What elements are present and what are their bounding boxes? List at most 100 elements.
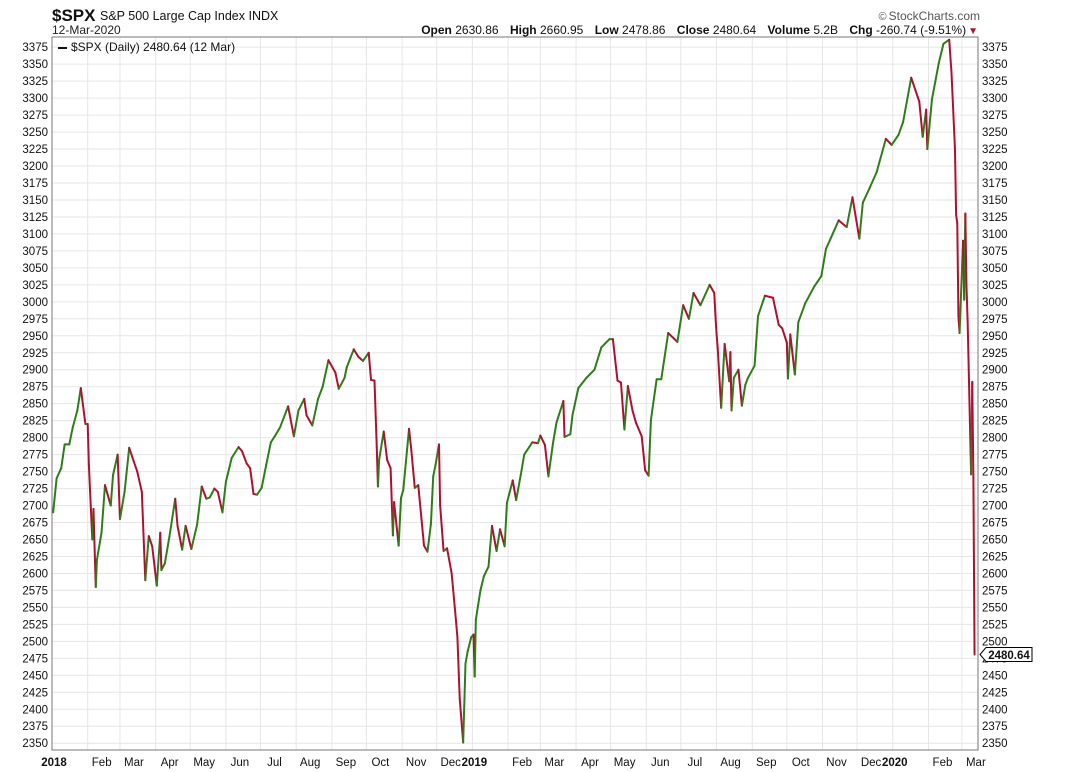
y-tick-label-right: 3300 <box>982 93 1008 105</box>
y-tick-label-right: 3175 <box>982 178 1008 190</box>
exchange-code: INDX <box>248 9 279 23</box>
price-line-segment <box>569 413 574 436</box>
price-line-segment <box>249 467 255 495</box>
price-line-segment <box>837 219 848 229</box>
price-line-segment <box>399 488 405 500</box>
price-line-segment <box>118 490 126 521</box>
price-line-segment <box>851 196 861 240</box>
x-tick-label: Jun <box>231 757 250 769</box>
chart-header: $SPX S&P 500 Large Cap Index INDX © Stock… <box>52 5 980 27</box>
x-tick-label: Jul <box>267 757 282 769</box>
price-line-segment <box>890 133 900 146</box>
y-tick-label-left: 3225 <box>22 144 48 156</box>
x-tick-label: Oct <box>371 757 390 769</box>
price-line-segment <box>86 423 90 466</box>
down-arrow-icon: ▼ <box>968 26 978 37</box>
chg-label: Chg <box>849 23 873 37</box>
price-line-segment <box>552 421 558 445</box>
x-tick-label: Mar <box>544 757 564 769</box>
y-tick-label-left: 2850 <box>22 399 48 411</box>
price-line-segment <box>373 379 378 449</box>
ohlc-summary: Open 2630.86 High 2660.95 Low 2478.86 Cl… <box>421 23 978 37</box>
price-line-segment <box>942 38 951 45</box>
x-tick-label: Aug <box>720 757 740 769</box>
y-tick-label-right: 3000 <box>982 297 1008 309</box>
price-line-segment <box>647 418 652 477</box>
open-value: 2630.86 <box>455 23 499 37</box>
y-tick-label-left: 2500 <box>22 636 48 648</box>
y-tick-label-right: 3375 <box>982 42 1008 54</box>
price-line-segment <box>361 351 370 362</box>
x-tick-label: May <box>193 757 215 769</box>
price-line-segment <box>174 497 179 527</box>
price-line-segment <box>824 237 832 250</box>
y-tick-label-right: 2825 <box>982 416 1008 428</box>
y-tick-label-right: 2525 <box>982 619 1008 631</box>
price-line-segment <box>753 315 760 367</box>
x-tick-label: Sep <box>756 757 776 769</box>
x-tick-label: Apr <box>161 757 179 769</box>
price-line-segment <box>321 359 330 388</box>
series-legend: $SPX (Daily) 2480.64 (12 Mar) <box>58 40 235 54</box>
x-tick-label: Dec <box>440 757 461 769</box>
price-line-segment <box>593 346 603 371</box>
y-tick-label-left: 3000 <box>22 297 48 309</box>
price-line-segment <box>972 476 976 656</box>
y-tick-label-left: 2375 <box>22 721 48 733</box>
y-tick-label-right: 2775 <box>982 450 1008 462</box>
logo-text: StockCharts.com <box>888 9 980 23</box>
y-tick-label-right: 3275 <box>982 110 1008 122</box>
price-line-segment <box>623 385 629 431</box>
y-tick-label-right: 3150 <box>982 195 1008 207</box>
x-tick-label: Jun <box>651 757 670 769</box>
stockcharts-logo: © StockCharts.com <box>879 9 980 23</box>
price-line-segment <box>446 547 453 575</box>
close-label: Close <box>676 23 710 37</box>
price-line-segment <box>884 137 893 146</box>
price-line-segment <box>454 609 459 639</box>
y-tick-label-left: 3025 <box>22 280 48 292</box>
price-line-segment <box>128 446 135 463</box>
price-line-segment <box>357 355 364 362</box>
price-line-segment <box>60 443 66 470</box>
price-line-segment <box>474 589 482 621</box>
price-line-segment <box>123 446 131 493</box>
price-line-segment <box>52 477 58 514</box>
price-line-segment <box>393 501 400 547</box>
price-line-segment <box>676 304 685 343</box>
high-value: 2660.95 <box>539 23 584 37</box>
price-line-segment <box>585 368 596 379</box>
price-line-segment <box>100 484 106 534</box>
price-line-segment <box>200 485 208 500</box>
price-line-segment <box>437 443 442 507</box>
price-line-segment <box>287 405 295 438</box>
price-line-segment <box>168 497 177 538</box>
y-tick-label-left: 2400 <box>22 704 48 716</box>
low-value: 2478.86 <box>622 23 666 37</box>
price-line-segment <box>619 381 626 431</box>
ticker-symbol: $SPX <box>52 6 96 25</box>
price-line-segment <box>221 480 227 514</box>
y-tick-label-left: 3150 <box>22 195 48 207</box>
price-line-segment <box>439 504 445 553</box>
price-line-segment <box>926 98 933 151</box>
price-line-segment <box>956 222 960 318</box>
y-tick-label-right: 3100 <box>982 229 1008 241</box>
y-tick-label-right: 3025 <box>982 280 1008 292</box>
y-tick-label-left: 3375 <box>22 42 48 54</box>
price-line-segment <box>352 348 360 358</box>
y-tick-label-left: 2450 <box>22 670 48 682</box>
y-tick-label-left: 2675 <box>22 518 48 530</box>
price-line-segment <box>930 61 940 101</box>
price-line-segment <box>337 376 346 390</box>
price-line-segment <box>667 332 679 343</box>
price-line-segment <box>503 501 508 548</box>
price-line-segment <box>265 441 272 466</box>
price-line-segment <box>116 453 121 521</box>
price-line-segment <box>224 457 233 483</box>
price-line-segment <box>184 524 193 550</box>
price-line-segment <box>910 76 921 103</box>
x-tick-label: Oct <box>792 757 811 769</box>
x-tick-label: Mar <box>124 757 144 769</box>
